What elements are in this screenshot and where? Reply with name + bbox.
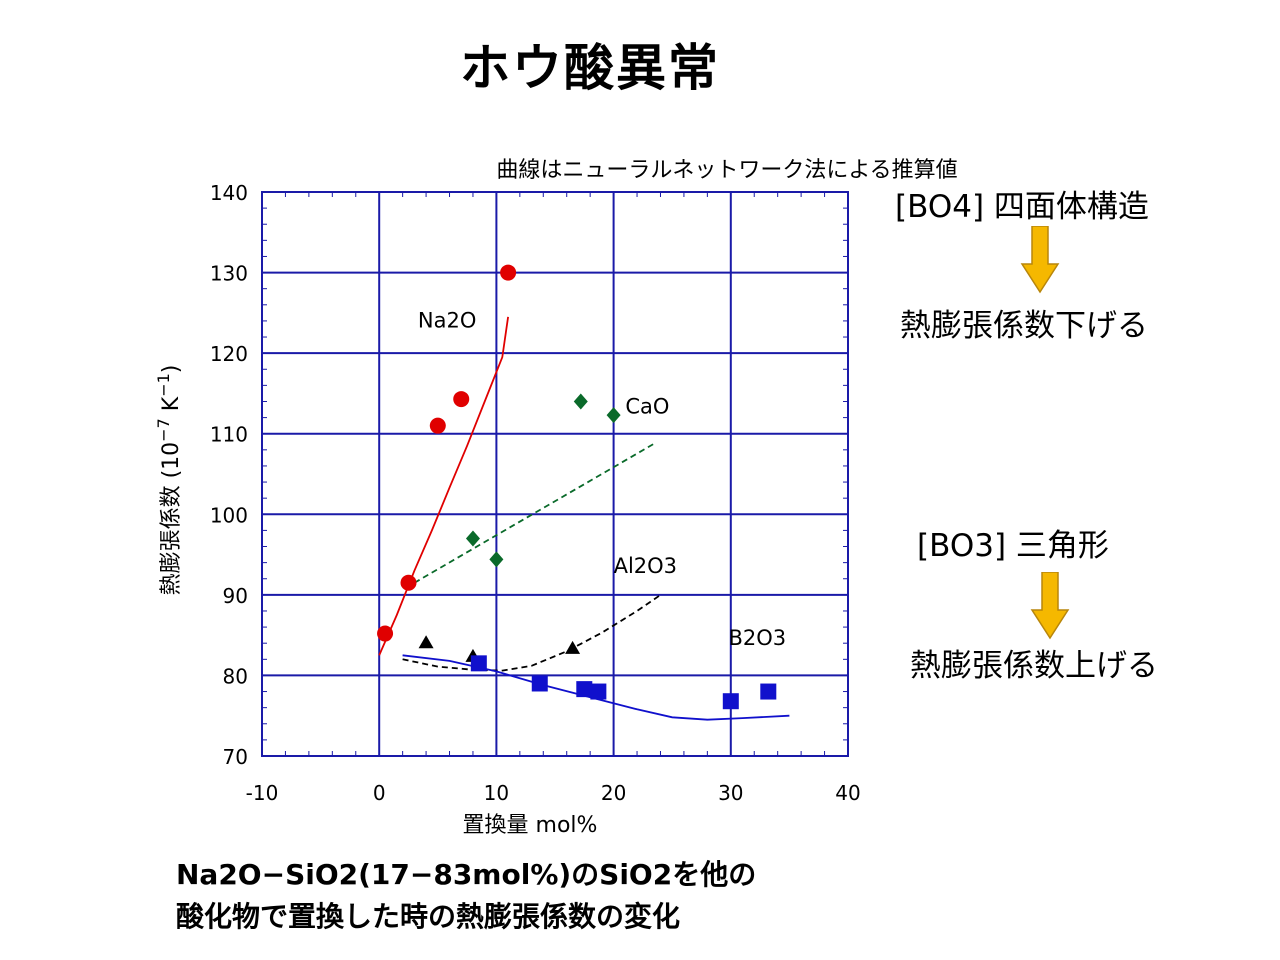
cao-data-point — [606, 407, 621, 424]
y-axis-label-unit-exponent: −1 — [154, 373, 173, 397]
y-axis-label-unit: K — [159, 396, 184, 418]
b2o3-data-point — [531, 675, 548, 692]
na2o-data-point — [500, 264, 517, 281]
caption-line-1: Na2O−SiO2(17−83mol%)のSiO2を他の — [176, 858, 757, 891]
chart-grid — [261, 191, 849, 757]
x-tick-label: 10 — [484, 781, 509, 805]
cao-data-point — [465, 530, 480, 547]
slide-caption: Na2O−SiO2(17−83mol%)のSiO2を他の 酸化物で置換した時の熱… — [176, 854, 756, 938]
na2o-data-point — [400, 574, 417, 591]
bo3-effect: 熱膨張係数上げる — [910, 648, 1158, 684]
y-tick-label: 80 — [223, 664, 248, 688]
na2o-series-label: Na2O — [418, 308, 476, 332]
down-arrow-shape — [1030, 572, 1070, 640]
x-tick-label: 20 — [601, 781, 626, 805]
down-arrow-icon — [1030, 572, 1070, 640]
y-axis-label-exponent: −7 — [154, 418, 173, 442]
y-axis-label-close: ) — [159, 365, 184, 374]
caption-line-2: 酸化物で置換した時の熱膨張係数の変化 — [176, 900, 681, 933]
down-arrow-shape — [1020, 226, 1060, 294]
b2o3-data-point — [470, 655, 487, 672]
x-tick-label: -10 — [246, 781, 279, 805]
b2o3-data-point — [760, 683, 777, 700]
na2o-data-point — [377, 625, 394, 642]
na2o-fit-curve — [378, 316, 509, 656]
y-tick-label: 140 — [210, 181, 248, 205]
slide-title: ホウ酸異常 — [460, 39, 720, 97]
chart-curves — [378, 316, 790, 721]
b2o3-data-point — [590, 683, 607, 700]
cao-fit-curve — [413, 442, 656, 584]
y-tick-label: 120 — [210, 342, 248, 366]
al2o3-series-label: Al2O3 — [614, 554, 677, 578]
y-axis-label: 熱膨張係数 (10−7 K−1) — [154, 365, 184, 596]
b2o3-series-label: B2O3 — [728, 626, 786, 650]
chart-points — [377, 264, 777, 710]
bo4-effect: 熱膨張係数下げる — [900, 308, 1148, 344]
y-tick-label: 70 — [223, 745, 248, 769]
al2o3-fit-curve — [402, 594, 662, 672]
y-tick-label: 130 — [210, 262, 248, 286]
cao-data-point — [489, 551, 504, 568]
down-arrow-icon — [1020, 226, 1060, 294]
cao-data-point — [573, 393, 588, 410]
bo3-label: [BO3] 三角形 — [917, 528, 1109, 564]
y-axis-label-main: 熱膨張係数 (10 — [159, 442, 184, 596]
x-tick-label: 40 — [835, 781, 860, 805]
b2o3-data-point — [576, 681, 593, 698]
al2o3-data-point — [565, 640, 581, 654]
x-tick-label: 30 — [718, 781, 743, 805]
plot-frame — [261, 191, 849, 757]
bo4-label: [BO4] 四面体構造 — [895, 189, 1149, 225]
na2o-data-point — [453, 391, 470, 408]
chart-series-labels: Na2O CaO Al2O3 B2O3 — [418, 308, 786, 649]
y-tick-label: 110 — [210, 423, 248, 447]
cao-series-label: CaO — [625, 395, 669, 419]
y-tick-label: 90 — [223, 584, 248, 608]
na2o-data-point — [429, 417, 446, 434]
x-tick-label: 0 — [373, 781, 386, 805]
chart-title: 曲線はニューラルネットワーク法による推算値 — [496, 158, 957, 183]
al2o3-data-point — [418, 635, 434, 649]
chart-ticks: -10 0 10 20 30 40 70 80 90 100 110 120 130 140 — [210, 181, 861, 805]
y-tick-label: 100 — [210, 503, 248, 527]
b2o3-data-point — [722, 693, 739, 710]
x-axis-label: 置換量 mol% — [463, 813, 598, 838]
